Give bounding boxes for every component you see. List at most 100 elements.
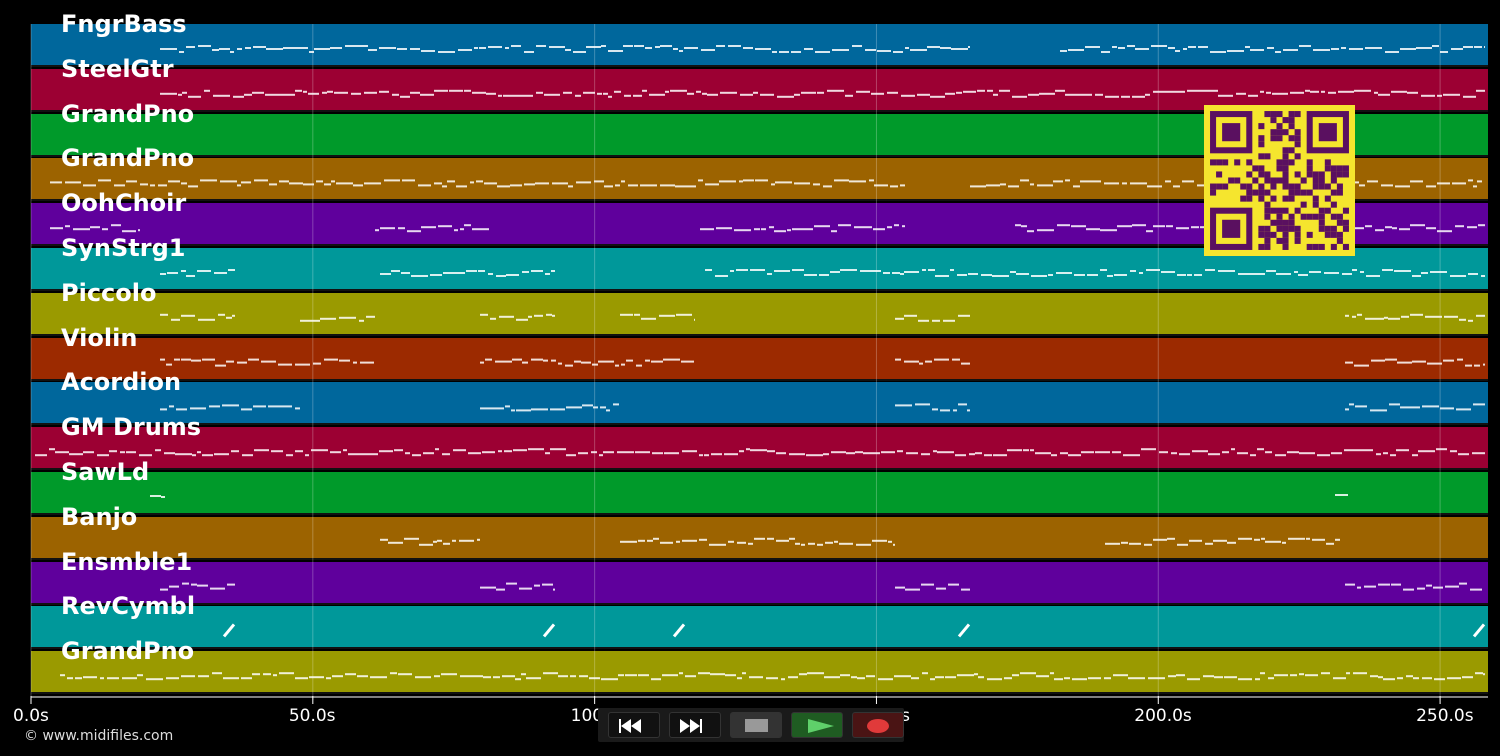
note-mark — [1378, 93, 1390, 96]
qr-module — [1264, 201, 1271, 208]
note-mark — [792, 228, 806, 231]
note-mark — [728, 540, 734, 543]
note-mark — [358, 45, 368, 47]
track-lane[interactable] — [31, 68, 1488, 112]
note-mark — [1456, 408, 1471, 411]
qr-module — [1288, 213, 1295, 220]
note-mark — [893, 51, 903, 53]
note-mark — [813, 183, 820, 186]
track-lane[interactable] — [31, 382, 1488, 426]
note-mark — [470, 181, 474, 184]
note-mark — [740, 93, 753, 96]
note-mark — [1147, 185, 1162, 188]
note-mark — [536, 45, 546, 47]
note-mark — [515, 678, 521, 681]
rewind-button[interactable] — [608, 712, 660, 738]
note-mark — [269, 183, 277, 186]
qr-module — [1324, 159, 1331, 166]
note-mark — [295, 407, 300, 410]
track-lane[interactable] — [31, 427, 1488, 471]
note-mark — [1345, 583, 1355, 586]
note-mark — [582, 404, 593, 407]
qr-module — [1258, 225, 1265, 232]
note-mark — [1344, 449, 1358, 452]
track-lane[interactable] — [31, 561, 1488, 605]
note-mark — [477, 538, 480, 541]
note-mark — [1255, 678, 1260, 681]
note-mark — [922, 672, 928, 675]
note-mark — [35, 454, 47, 457]
note-mark — [694, 318, 695, 321]
note-mark — [739, 450, 744, 453]
note-mark — [65, 225, 70, 228]
note-mark — [295, 677, 300, 680]
note-mark — [1418, 450, 1435, 453]
note-mark — [1104, 182, 1119, 185]
qr-module — [1246, 171, 1253, 178]
note-mark — [1250, 454, 1256, 457]
note-mark — [1299, 452, 1315, 455]
note-mark — [198, 675, 209, 678]
note-mark — [568, 185, 573, 188]
track-lane[interactable] — [31, 292, 1488, 336]
fast-forward-button[interactable] — [669, 712, 721, 738]
note-mark — [860, 270, 871, 272]
note-mark — [617, 451, 634, 454]
note-mark — [799, 673, 807, 676]
note-mark — [1177, 274, 1186, 276]
note-mark — [921, 453, 930, 456]
note-mark — [838, 224, 847, 227]
track-lane[interactable] — [31, 24, 1488, 67]
note-mark — [806, 228, 813, 231]
note-mark — [1366, 275, 1380, 277]
qr-module — [1240, 195, 1247, 202]
note-mark — [895, 404, 912, 407]
note-mark — [1412, 275, 1421, 277]
track-lane[interactable] — [31, 472, 1488, 515]
note-mark — [968, 273, 978, 275]
qr-module — [1216, 171, 1223, 178]
note-mark — [506, 274, 519, 276]
track-lane[interactable] — [31, 337, 1488, 381]
note-mark — [1100, 269, 1107, 271]
note-mark — [1088, 180, 1101, 183]
note-mark — [1400, 48, 1416, 50]
note-mark — [1358, 449, 1373, 452]
note-mark — [825, 541, 833, 544]
note-mark — [150, 184, 155, 187]
note-mark — [1452, 182, 1466, 185]
note-mark — [620, 540, 637, 543]
note-mark — [1145, 93, 1150, 96]
note-mark — [497, 185, 510, 188]
track-lane[interactable] — [31, 651, 1488, 695]
stop-button[interactable] — [730, 712, 782, 738]
note-mark — [684, 47, 698, 49]
qr-module — [1330, 189, 1337, 196]
note-mark — [316, 180, 323, 183]
note-mark — [330, 451, 341, 454]
note-mark — [932, 408, 938, 411]
qr-module — [1300, 213, 1307, 220]
note-mark — [1187, 678, 1200, 681]
note-mark — [742, 672, 746, 675]
note-mark — [901, 94, 915, 97]
note-mark — [327, 90, 333, 93]
note-mark — [1000, 183, 1006, 186]
note-mark — [411, 275, 428, 277]
note-mark — [1484, 46, 1485, 48]
note-mark — [169, 405, 174, 408]
note-mark — [791, 51, 801, 53]
note-mark — [472, 675, 483, 678]
note-mark — [725, 674, 736, 677]
track-lane[interactable] — [31, 606, 1488, 650]
note-mark — [1113, 674, 1128, 677]
note-mark — [181, 675, 195, 678]
note-mark — [957, 674, 974, 677]
play-button[interactable] — [791, 712, 843, 738]
qr-module — [1282, 177, 1289, 184]
note-mark — [776, 539, 789, 542]
note-mark — [528, 183, 535, 186]
note-mark — [233, 95, 244, 98]
record-button[interactable] — [852, 712, 904, 738]
note-mark — [699, 538, 707, 541]
